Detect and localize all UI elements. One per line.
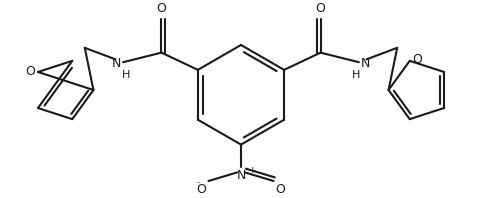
Text: N: N bbox=[236, 168, 246, 182]
Text: H: H bbox=[352, 70, 360, 80]
Text: N: N bbox=[112, 57, 121, 70]
Text: +: + bbox=[248, 166, 255, 175]
Text: N: N bbox=[361, 57, 370, 70]
Text: O: O bbox=[157, 2, 166, 15]
Text: H: H bbox=[122, 70, 130, 80]
Text: O: O bbox=[316, 2, 325, 15]
Text: O: O bbox=[413, 53, 423, 66]
Text: ⁻: ⁻ bbox=[195, 180, 200, 189]
Text: O: O bbox=[25, 65, 35, 77]
Text: O: O bbox=[276, 183, 285, 196]
Text: O: O bbox=[197, 183, 206, 196]
